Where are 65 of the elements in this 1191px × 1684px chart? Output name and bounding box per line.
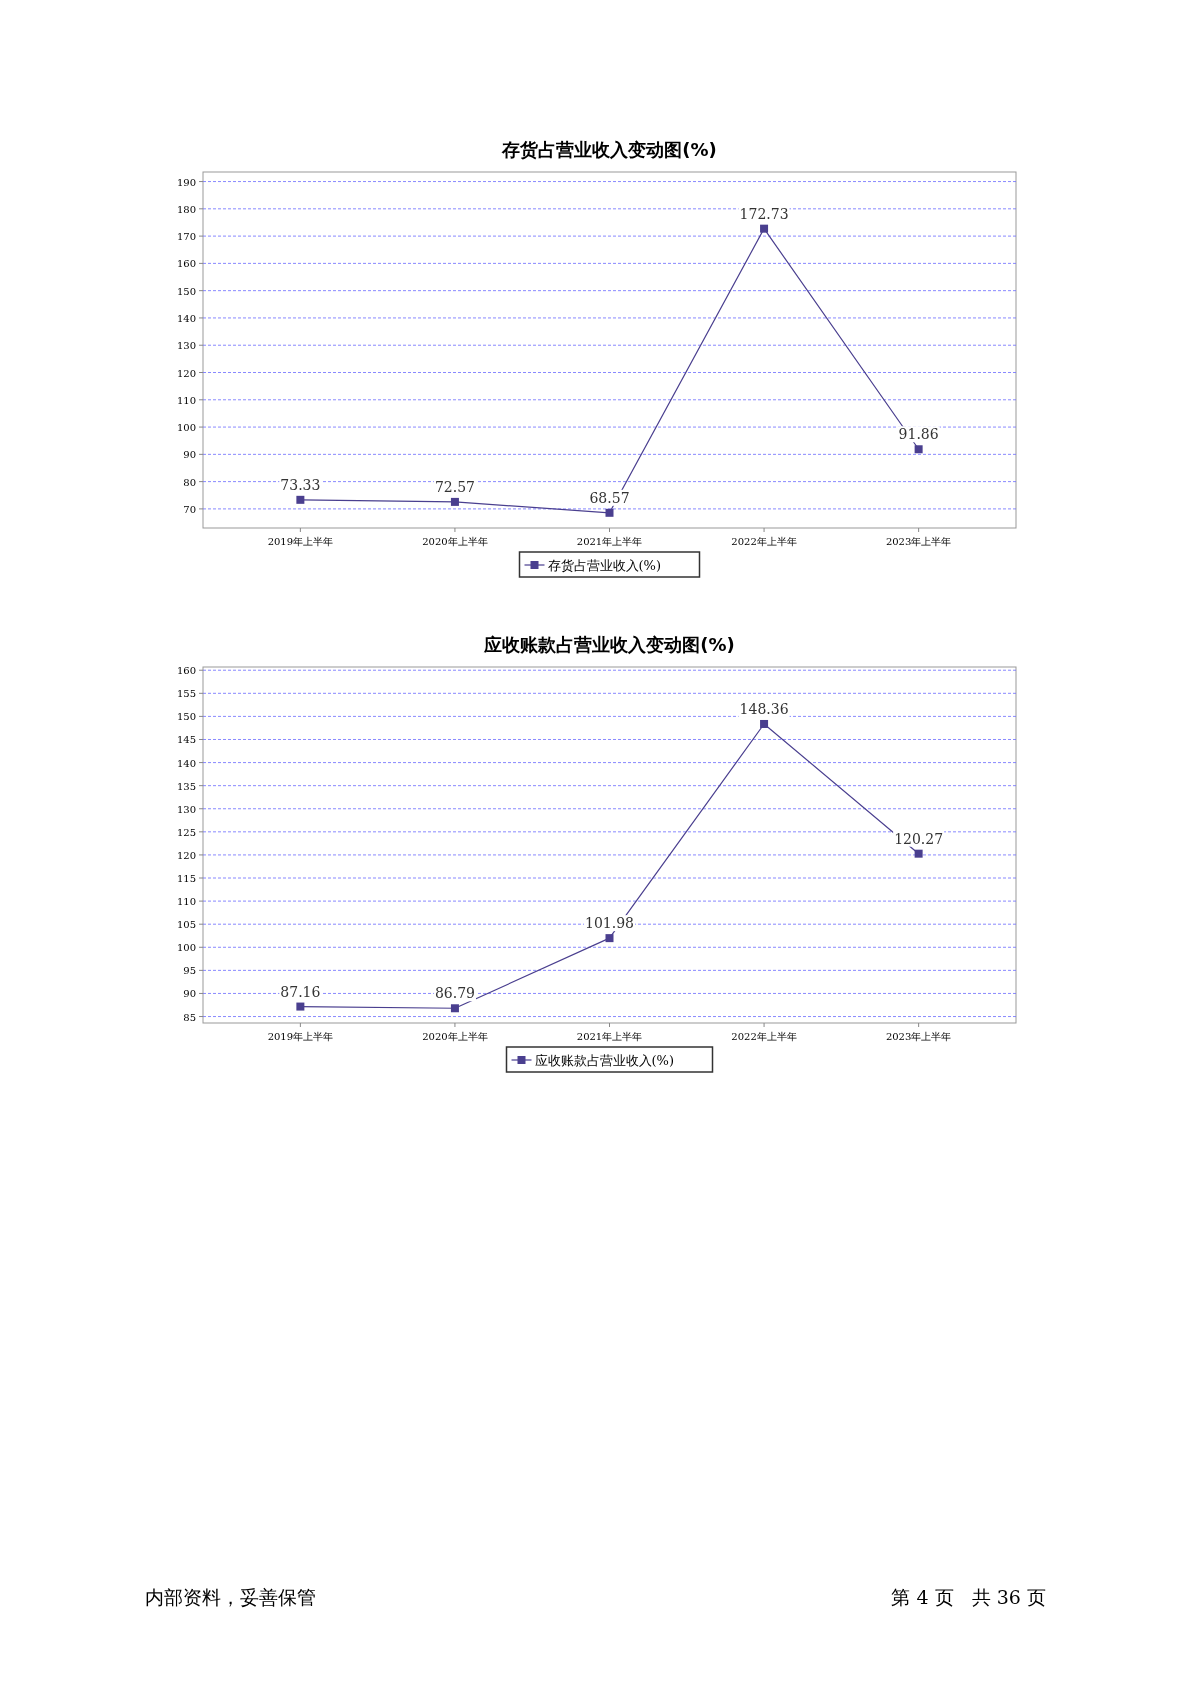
- y-tick-label: 150: [176, 285, 196, 297]
- y-tick-label: 160: [176, 665, 196, 677]
- y-tick-label: 170: [176, 231, 196, 243]
- x-tick-label: 2019年上半年: [267, 1031, 334, 1042]
- data-label: 72.57: [434, 478, 475, 495]
- y-tick-label: 100: [176, 942, 196, 954]
- y-tick-label: 70: [183, 503, 196, 515]
- x-tick-label: 2022年上半年: [731, 1031, 797, 1042]
- x-tick-label: 2021年上半年: [576, 1031, 643, 1042]
- y-tick-label: 150: [176, 711, 196, 723]
- point: [296, 495, 305, 504]
- point: [296, 1002, 305, 1011]
- point: [914, 445, 923, 454]
- data-label: 101.98: [585, 915, 634, 932]
- y-tick-label: 110: [176, 896, 196, 908]
- x-tick-label: 2020年上半年: [422, 536, 488, 547]
- x-tick-label: 2021年上半年: [576, 536, 643, 547]
- legend-label: 存货占营业收入(%): [547, 558, 661, 573]
- data-label: 87.16: [280, 983, 321, 1000]
- y-tick-label: 160: [176, 258, 196, 270]
- point: [450, 497, 459, 506]
- x-tick-label: 2022年上半年: [731, 536, 797, 547]
- y-tick-label: 155: [176, 688, 196, 700]
- y-tick-label: 110: [176, 394, 196, 406]
- y-tick-label: 130: [176, 340, 196, 352]
- point: [605, 934, 614, 943]
- y-tick-label: 90: [183, 988, 196, 1000]
- text: 第 4 页 共 36 页: [891, 1585, 1046, 1610]
- y-tick-label: 100: [176, 422, 196, 434]
- y-tick-label: 140: [176, 757, 196, 769]
- y-tick-label: 130: [176, 803, 196, 815]
- chart-title: 存货占营业收入变动图(%): [501, 139, 717, 160]
- y-tick-label: 85: [183, 1011, 196, 1023]
- y-tick-label: 190: [176, 176, 196, 188]
- y-tick-label: 180: [176, 203, 196, 215]
- x-tick-label: 2023年上半年: [885, 1031, 952, 1042]
- y-tick-label: 135: [176, 780, 196, 792]
- point: [760, 719, 769, 728]
- y-tick-label: 105: [176, 919, 196, 931]
- data-label: 73.33: [280, 476, 321, 493]
- point: [605, 508, 614, 517]
- y-tick-label: 120: [176, 849, 196, 861]
- y-tick-label: 120: [176, 367, 196, 379]
- x-tick-label: 2020年上半年: [422, 1031, 488, 1042]
- text: 内部资料，妥善保管: [145, 1585, 316, 1610]
- x-tick-label: 2019年上半年: [267, 536, 334, 547]
- y-tick-label: 95: [183, 965, 196, 977]
- y-tick-label: 80: [183, 476, 196, 488]
- y-tick-label: 145: [176, 734, 196, 746]
- point: [450, 1004, 459, 1013]
- point: [760, 224, 769, 233]
- point: [914, 849, 923, 858]
- legend-label: 应收账款占营业收入(%): [534, 1053, 674, 1068]
- data-label: 120.27: [894, 830, 944, 847]
- data-label: 68.57: [589, 489, 630, 506]
- data-label: 148.36: [739, 700, 789, 717]
- data-label: 91.86: [898, 426, 939, 443]
- data-label: 172.73: [739, 205, 789, 222]
- y-tick-label: 125: [176, 826, 196, 838]
- x-tick-label: 2023年上半年: [885, 536, 952, 547]
- y-tick-label: 115: [176, 873, 196, 885]
- y-tick-label: 90: [183, 449, 196, 461]
- y-tick-label: 140: [176, 312, 196, 324]
- data-label: 86.79: [434, 985, 475, 1002]
- chart-title: 应收账款占营业收入变动图(%): [483, 634, 735, 655]
